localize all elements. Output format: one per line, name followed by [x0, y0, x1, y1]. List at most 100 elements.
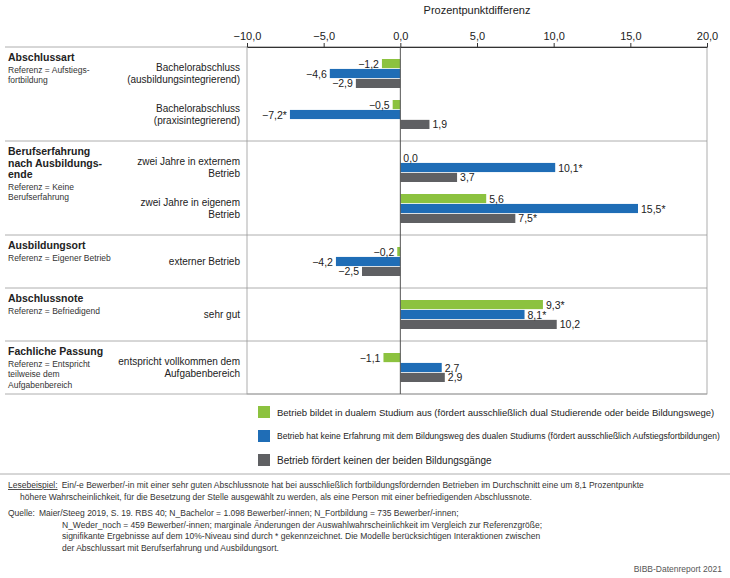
- bar: [400, 173, 457, 182]
- group-title-line: nach Ausbildungs-: [8, 157, 103, 169]
- data-label: 10,1*: [558, 162, 583, 174]
- series: [356, 79, 557, 382]
- category-label-line: sehr gut: [204, 309, 240, 320]
- plot-frame: [247, 47, 707, 394]
- legend: Betrieb bildet in dualem Studium aus (fö…: [258, 406, 720, 466]
- bar: [362, 267, 400, 276]
- tick: 5,0: [470, 30, 485, 47]
- data-label: −4,6: [306, 68, 327, 80]
- tick-label: 10,0: [543, 30, 564, 42]
- group-title-line: Fachliche Passung: [8, 345, 103, 357]
- group-title-line: ende: [8, 168, 33, 180]
- category-label: zwei Jahre in externemBetrieb: [137, 156, 240, 179]
- legend-swatch: [258, 406, 270, 418]
- note-line: der Abschlussart mit Berufserfahrung und…: [62, 543, 279, 553]
- data-label: 7,5*: [518, 212, 537, 224]
- bar: [383, 353, 400, 362]
- bar: [400, 194, 486, 203]
- category-label-line: Betrieb: [208, 168, 240, 179]
- note-label: Lesebeispiel:: [8, 480, 58, 490]
- note-line: N_Weder_noch = 459 Bewerber/-innen; marg…: [62, 520, 542, 530]
- group-title: Berufserfahrungnach Ausbildungs-ende: [8, 145, 103, 180]
- group-separator: [5, 141, 707, 142]
- group-reference: Referenz = Befriedigend: [8, 306, 100, 316]
- group-separators: [5, 47, 707, 394]
- category-label-line: zwei Jahre in externem: [137, 156, 240, 167]
- category-label: zwei Jahre in eigenemBetrieb: [141, 197, 241, 220]
- group-title: Ausbildungsort: [8, 239, 86, 251]
- data-label: 1,9: [432, 118, 447, 130]
- category-label-line: Betrieb: [208, 209, 240, 220]
- group-separator: [5, 288, 707, 289]
- data-label: −1,1: [360, 352, 381, 364]
- category-label: Bachelorabschluss(ausbildungsintegrieren…: [127, 62, 240, 85]
- data-label: −7,2*: [262, 109, 287, 121]
- chart-root: −10,0 −5,0 0,0 5,0 10,0 15,0 20,0 Prozentpunktd…: [0, 0, 730, 578]
- note-label: Quelle:: [8, 508, 35, 518]
- group-reference-line: Berufserfahrung: [8, 192, 69, 202]
- tick-label: −5,0: [313, 30, 335, 42]
- axis-line: [248, 47, 708, 48]
- tick-mark: [400, 43, 401, 47]
- data-label: 5,6: [489, 193, 504, 205]
- zero-line: [400, 47, 401, 394]
- group-reference: Referenz = Aufstiegs-fortbildung: [8, 65, 90, 86]
- bar: [400, 163, 555, 172]
- series: [290, 69, 638, 372]
- category-label-line: (praxisintegrierend): [154, 115, 240, 126]
- group-title-line: Ausbildungsort: [8, 239, 86, 251]
- footnote-separator: [0, 474, 730, 475]
- group-reference-line: Referenz = Keine: [8, 182, 74, 192]
- group-reference-line: Referenz = Eigener Betrieb: [8, 253, 111, 263]
- category-label-line: Bachelorabschluss: [156, 103, 240, 114]
- axis-title: Prozentpunktdifferenz: [424, 4, 531, 16]
- group-title-line: Abschlussnote: [8, 292, 83, 304]
- category-label: externer Betrieb: [169, 256, 241, 267]
- tick: 20,0: [697, 30, 718, 47]
- tick-mark: [630, 43, 631, 47]
- group-separator: [5, 235, 707, 236]
- data-label: 15,5*: [641, 203, 666, 215]
- bars: [290, 59, 638, 382]
- group-reference-line: Referenz = Befriedigend: [8, 306, 100, 316]
- tick-mark: [324, 43, 325, 47]
- x-axis: −10,0 −5,0 0,0 5,0 10,0 15,0 20,0: [234, 30, 719, 48]
- category-label-line: zwei Jahre in eigenem: [141, 197, 241, 208]
- bar: [290, 110, 400, 119]
- category-label: entspricht vollkommen demAufgabenbereich: [118, 356, 240, 379]
- tick: −10,0: [234, 30, 262, 47]
- tick: 15,0: [620, 30, 641, 47]
- tick-label: 15,0: [620, 30, 641, 42]
- category-label-line: (ausbildungsintegrierend): [127, 74, 240, 85]
- data-label: 2,9: [448, 371, 463, 383]
- bar: [356, 79, 400, 88]
- group-reference-line: Aufgabenbereich: [8, 380, 73, 390]
- bar: [400, 320, 556, 329]
- tick-label: −10,0: [234, 30, 262, 42]
- group-title-line: Abschlussart: [8, 51, 75, 63]
- data-label: −0,2: [374, 246, 395, 258]
- group-reference-line: Referenz = Entspricht: [8, 359, 91, 369]
- group-reference-line: Referenz = Aufstiegs-: [8, 65, 90, 75]
- bar: [400, 373, 444, 382]
- notes: Lesebeispiel: Ein/-e Bewerber/-in mit ein…: [8, 480, 644, 553]
- tick-label: 5,0: [470, 30, 485, 42]
- category-label: Bachelorabschluss(praxisintegrierend): [154, 103, 240, 126]
- data-label: 0,0: [403, 152, 418, 164]
- data-label: 8,1*: [528, 309, 547, 321]
- tick-mark: [554, 43, 555, 47]
- tick-mark: [247, 43, 248, 47]
- data-label: −4,2: [312, 256, 333, 268]
- bar: [400, 120, 429, 129]
- category-label-line: entspricht vollkommen dem: [118, 356, 240, 367]
- note-line: Ein/-e Bewerber/-in mit einer sehr guten…: [62, 480, 644, 490]
- bar: [393, 100, 401, 109]
- data-label: −1,2: [358, 58, 379, 70]
- category-label-line: Bachelorabschluss: [156, 62, 240, 73]
- group-reference-line: fortbildung: [8, 75, 48, 85]
- group-title: Abschlussnote: [8, 292, 83, 304]
- tick: 0,0: [393, 30, 408, 47]
- bar: [400, 300, 543, 309]
- group-reference-line: teilweise dem: [8, 369, 60, 379]
- tick-label: 20,0: [697, 30, 718, 42]
